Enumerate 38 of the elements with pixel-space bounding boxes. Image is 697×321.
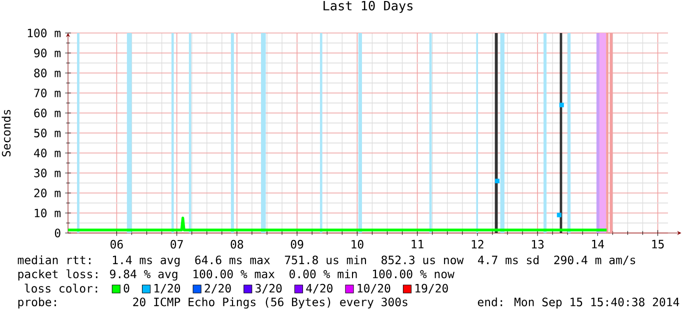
text: end: Mon Sep 15 15:40:38 2014 [478, 297, 680, 309]
y-tick-label: 0 [54, 228, 60, 238]
legend-label: 1/20 [154, 284, 180, 294]
x-tick-label: 15 [652, 240, 664, 248]
point [494, 178, 500, 184]
y-tick-label: 40 m [34, 148, 61, 158]
legend-label: 4/20 [306, 284, 332, 294]
x-tick-label: 09 [290, 240, 304, 249]
text: probe: 20 ICMP Echo Pings (56 Bytes) every 300s [18, 297, 408, 309]
y-tick-label: 70 m [34, 88, 61, 98]
point [556, 212, 562, 218]
x-tick-label: 07 [170, 240, 183, 249]
legend-label: 2/20 [204, 284, 231, 294]
y-tick-label: 100 m [28, 28, 61, 38]
x-tick-label: 06 [110, 240, 123, 249]
legend-label: 19/20 [416, 284, 448, 294]
y-tick-label: 20 m [34, 188, 61, 198]
x-tick-label: 14 [592, 240, 604, 248]
point [559, 102, 564, 108]
legend-label: 0 [124, 284, 130, 293]
text: packet loss: 9.84 % avg 100.00 % max 0.00 % min 100.00 % now [18, 269, 454, 281]
legend-title: loss color: [24, 284, 98, 293]
x-tick-label: 12 [472, 240, 484, 248]
x-tick-label: 10 [352, 240, 364, 249]
y-tick-label: 50 m [34, 128, 61, 138]
y-tick-label: 60 m [34, 108, 61, 118]
chart-title: Last 10 Days [324, 0, 412, 13]
y-tick-label: 90 m [34, 48, 61, 58]
legend-label: 3/20 [256, 284, 282, 294]
text: median rtt: 1.4 ms avg 64.6 ms max 751.8 us min 852.3 us now 4.7 ms sd 290.4 m am/s [18, 255, 636, 267]
x-tick-label: 13 [532, 240, 544, 249]
y-tick-label: 10 m [34, 208, 61, 218]
y-tick-label: 30 m [34, 168, 61, 178]
x-tick-label: 11 [412, 240, 424, 248]
x-tick-label: 08 [230, 240, 244, 249]
y-axis-title: Seconds [2, 110, 11, 156]
legend-label: 10/20 [358, 284, 390, 294]
y-tick-label: 80 m [34, 68, 61, 78]
